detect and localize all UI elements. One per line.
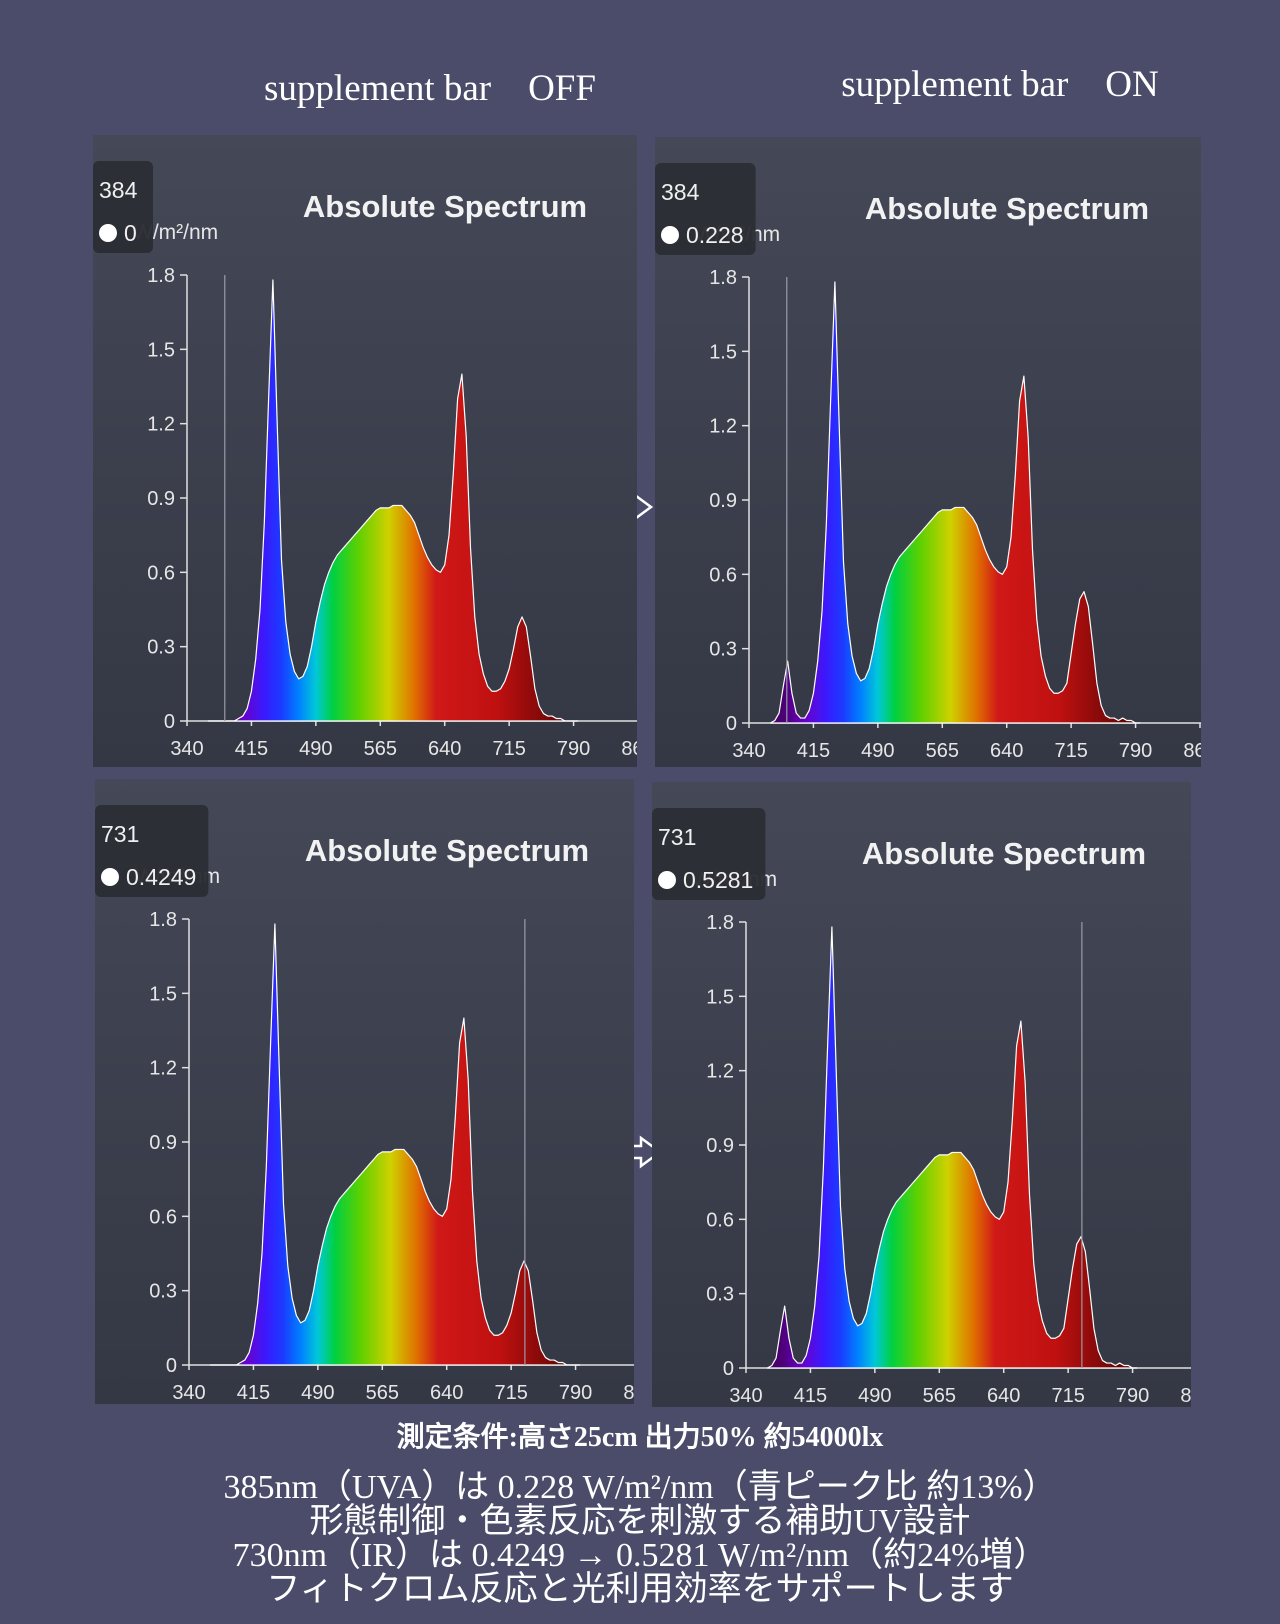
header-on: supplement bar ON — [841, 64, 1159, 105]
y-tick-label: 1.2 — [147, 414, 175, 436]
y-tick-label: 0.6 — [709, 564, 737, 586]
x-tick-label: 340 — [170, 738, 203, 760]
x-tick-label: 715 — [492, 738, 525, 760]
y-tick-label: 1.2 — [709, 416, 737, 438]
x-tick-label: 490 — [301, 1382, 334, 1404]
footer-line: 730nm（IR）は 0.4249 → 0.5281 W/m²/nm（約24%増… — [233, 1536, 1048, 1574]
y-tick-label: 0.9 — [147, 488, 175, 510]
y-tick-label: 1.5 — [706, 986, 734, 1008]
y-tick-label: 1.5 — [149, 983, 177, 1005]
chart-title: Absolute Spectrum — [303, 189, 587, 224]
tooltip-value: 0.228 — [686, 222, 744, 248]
footer-line: フィトクロム反応と光利用効率をサポートします — [266, 1570, 1013, 1608]
y-tick-label: 1.8 — [706, 912, 734, 934]
spectrum-area — [207, 279, 579, 722]
y-tick-label: 0 — [723, 1358, 734, 1380]
y-tick-label: 1.8 — [147, 265, 175, 287]
tooltip — [95, 805, 209, 897]
x-tick-label: 640 — [430, 1382, 463, 1404]
x-tick-label: 790 — [557, 738, 590, 760]
x-tick-label: 565 — [926, 740, 959, 762]
tooltip-dot — [658, 871, 676, 889]
chart-panel: Absolute SpectrumW/m²/nm00.30.60.91.21.5… — [655, 137, 1216, 767]
y-tick-label: 0.3 — [706, 1284, 734, 1306]
y-tick-label: 0.3 — [709, 639, 737, 661]
tooltip — [655, 163, 756, 255]
y-tick-label: 0 — [164, 711, 175, 733]
spectrum-area — [766, 926, 1138, 1369]
y-tick-label: 0.6 — [706, 1209, 734, 1231]
x-tick-label: 865 — [621, 738, 654, 760]
y-tick-label: 0.6 — [149, 1206, 177, 1228]
x-tick-label: 415 — [235, 738, 268, 760]
x-tick-label: 640 — [987, 1385, 1020, 1407]
y-tick-label: 1.2 — [706, 1061, 734, 1083]
chart-title: Absolute Spectrum — [305, 833, 589, 868]
tooltip-value: 0 — [124, 220, 137, 246]
footer-line: 形態制御・色素反応を刺激する補助UV設計 — [309, 1502, 970, 1540]
x-tick-label: 490 — [299, 738, 332, 760]
y-tick-label: 1.8 — [709, 267, 737, 289]
x-tick-label: 640 — [990, 740, 1023, 762]
tooltip-x: 731 — [101, 821, 139, 847]
tooltip-dot — [99, 224, 117, 242]
header-off: supplement bar OFF — [264, 68, 596, 109]
x-tick-label: 565 — [364, 738, 397, 760]
x-tick-label: 490 — [858, 1385, 891, 1407]
y-tick-label: 1.5 — [709, 341, 737, 363]
chart-title: Absolute Spectrum — [862, 836, 1146, 871]
chart-panel: Absolute SpectrumW/m²/nm00.30.60.91.21.5… — [93, 135, 654, 767]
y-tick-label: 1.8 — [149, 909, 177, 931]
tooltip — [652, 808, 766, 900]
y-axis-label: W/m²/nm — [133, 221, 218, 244]
tooltip-x: 731 — [658, 824, 696, 850]
y-tick-label: 0.3 — [149, 1281, 177, 1303]
chart-panel: Absolute SpectrumW/m²/nm00.30.60.91.21.5… — [652, 782, 1213, 1407]
x-tick-label: 415 — [797, 740, 830, 762]
x-tick-label: 865 — [1180, 1385, 1213, 1407]
y-tick-label: 0.9 — [709, 490, 737, 512]
x-tick-label: 490 — [861, 740, 894, 762]
x-tick-label: 640 — [428, 738, 461, 760]
footer-condition: 測定条件:高さ25cm 出力50% 約54000lx — [397, 1420, 884, 1453]
charts: Absolute SpectrumW/m²/nm00.30.60.91.21.5… — [93, 135, 1216, 1407]
x-tick-label: 865 — [1183, 740, 1216, 762]
y-tick-label: 1.2 — [149, 1058, 177, 1080]
x-tick-label: 715 — [494, 1382, 527, 1404]
y-tick-label: 0.9 — [706, 1135, 734, 1157]
tooltip-dot — [101, 868, 119, 886]
chart-panel: Absolute SpectrumW/m²/nm00.30.60.91.21.5… — [95, 779, 656, 1404]
x-tick-label: 715 — [1051, 1385, 1084, 1407]
x-tick-label: 715 — [1054, 740, 1087, 762]
x-tick-label: 415 — [237, 1382, 270, 1404]
spectrum-area — [769, 281, 1141, 724]
x-tick-label: 340 — [729, 1385, 762, 1407]
x-tick-label: 790 — [559, 1382, 592, 1404]
x-tick-label: 340 — [732, 740, 765, 762]
y-tick-label: 0.6 — [147, 562, 175, 584]
x-tick-label: 790 — [1116, 1385, 1149, 1407]
chart-title: Absolute Spectrum — [865, 191, 1149, 226]
y-tick-label: 0 — [726, 713, 737, 735]
x-tick-label: 565 — [923, 1385, 956, 1407]
y-tick-label: 1.5 — [147, 339, 175, 361]
tooltip-value: 0.4249 — [126, 864, 196, 890]
y-tick-label: 0 — [166, 1355, 177, 1377]
x-tick-label: 865 — [623, 1382, 656, 1404]
x-tick-label: 790 — [1119, 740, 1152, 762]
tooltip-x: 384 — [661, 179, 700, 205]
tooltip-x: 384 — [99, 177, 138, 203]
x-tick-label: 565 — [366, 1382, 399, 1404]
tooltip-dot — [661, 226, 679, 244]
x-tick-label: 415 — [794, 1385, 827, 1407]
y-tick-label: 0.3 — [147, 637, 175, 659]
tooltip-value: 0.5281 — [683, 867, 753, 893]
footer-line: 385nm（UVA）は 0.228 W/m²/nm（青ピーク比 約13%） — [223, 1468, 1056, 1506]
spectrum-area — [209, 923, 581, 1366]
y-tick-label: 0.9 — [149, 1132, 177, 1154]
x-tick-label: 340 — [172, 1382, 205, 1404]
